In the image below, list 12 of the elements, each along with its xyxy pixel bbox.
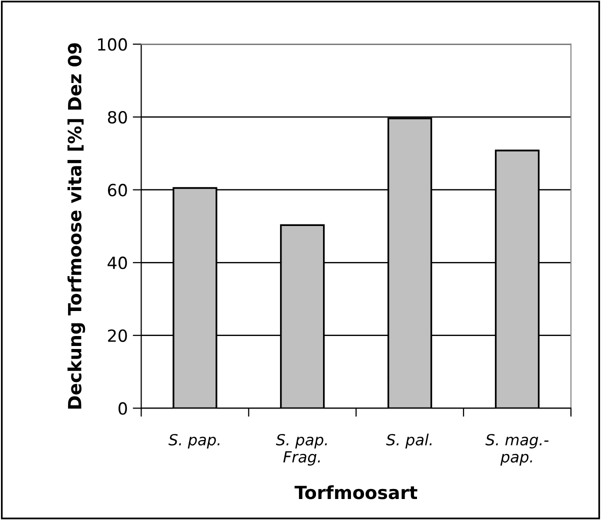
y-tick-label: 80	[108, 110, 127, 124]
x-tick-label: S. pap. Frag.	[276, 434, 327, 466]
y-tick-label: 100	[98, 38, 127, 51]
y-axis-title: Deckung Torfmoose vital [%] Dez 09	[68, 43, 86, 409]
x-tick-label: S. mag.- pap.	[485, 434, 549, 466]
x-tick-label: S. pal.	[386, 434, 432, 448]
y-tick-label: 20	[108, 329, 127, 342]
y-tick-label: 0	[118, 402, 127, 415]
x-axis-title: Torfmoosart	[294, 485, 418, 500]
y-tick-label: 40	[108, 256, 127, 270]
x-tick-label: S. pap.	[168, 434, 220, 448]
y-tick-label: 60	[108, 184, 127, 196]
